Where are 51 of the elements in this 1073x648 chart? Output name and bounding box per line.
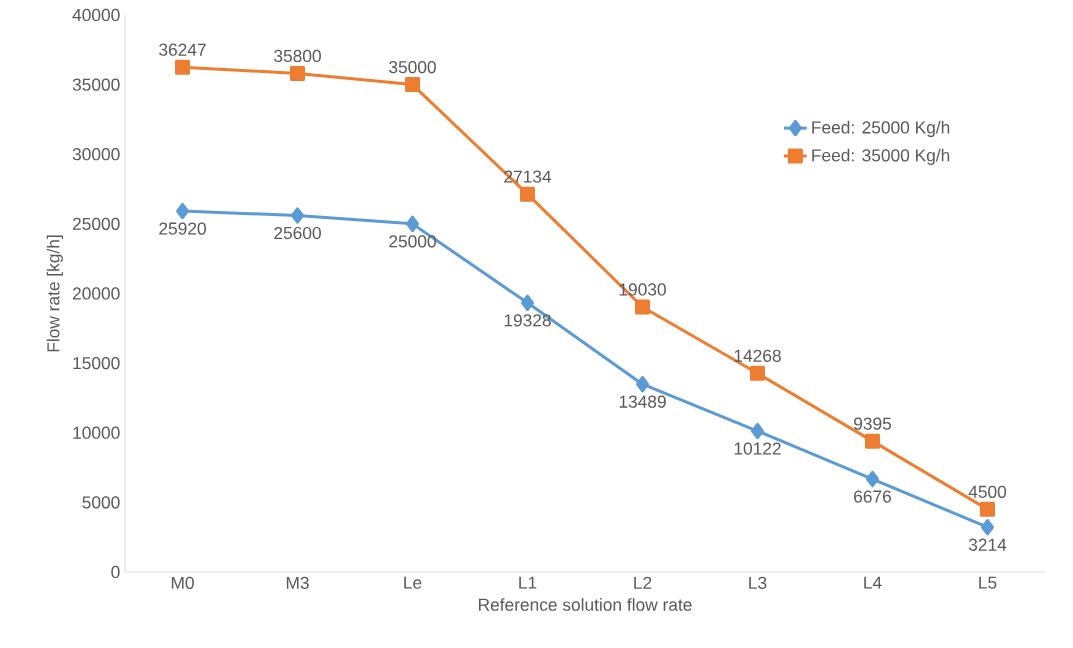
point <box>866 470 879 488</box>
x-tick-label: L1 <box>519 576 537 589</box>
y-tick-label: 0 <box>111 565 120 579</box>
legend-label: Feed: 25000 Kg/h <box>812 120 950 137</box>
data-label: 35000 <box>389 60 436 74</box>
point <box>635 299 650 315</box>
y-tick-label: 40000 <box>72 8 120 22</box>
data-label: 19328 <box>504 314 551 327</box>
x-tick-label: M0 <box>171 576 194 589</box>
data-label: 10122 <box>734 442 781 455</box>
point <box>750 365 765 381</box>
y-tick-label: 25000 <box>72 217 120 230</box>
point <box>980 519 994 536</box>
data-label: 14268 <box>734 349 781 362</box>
y-tick-label: 20000 <box>72 287 120 300</box>
point <box>636 375 649 393</box>
data-label: 25600 <box>274 226 321 240</box>
point <box>290 65 305 81</box>
point <box>980 501 995 517</box>
data-label: 13489 <box>619 395 666 408</box>
y-tick-label: 15000 <box>73 356 120 370</box>
data-label: 9395 <box>854 417 892 430</box>
legend-label: Feed: 35000 Kg/h <box>812 148 950 165</box>
point <box>864 433 880 449</box>
point <box>406 215 420 233</box>
x-tick-label: M3 <box>286 576 309 589</box>
point <box>176 202 190 220</box>
x-tick-label: L3 <box>749 576 767 589</box>
point <box>520 186 535 202</box>
y-tick-label: 35000 <box>72 78 120 91</box>
y-tick-label: 10000 <box>73 426 120 439</box>
point <box>291 207 305 224</box>
point <box>521 294 534 312</box>
point <box>751 422 764 440</box>
y-tick-label: 30000 <box>72 148 120 161</box>
x-tick-label: Le <box>404 576 422 589</box>
data-label: 36247 <box>159 43 206 56</box>
x-tick-label: L4 <box>864 576 882 589</box>
y-tick-label: 5000 <box>82 496 120 509</box>
x-tick-label: L5 <box>979 576 997 589</box>
data-label: 3214 <box>968 538 1007 551</box>
y-axis-title: Flow rate [kg/h] <box>46 235 63 352</box>
data-label: 25920 <box>159 222 206 235</box>
data-label: 6676 <box>854 490 892 503</box>
data-label: 35800 <box>274 49 321 63</box>
point <box>405 77 421 93</box>
x-axis-title: Reference solution flow rate <box>479 598 692 611</box>
x-tick-label: L2 <box>634 576 652 589</box>
data-label: 25000 <box>389 235 436 248</box>
data-label: 4500 <box>968 485 1007 498</box>
point <box>175 59 191 75</box>
